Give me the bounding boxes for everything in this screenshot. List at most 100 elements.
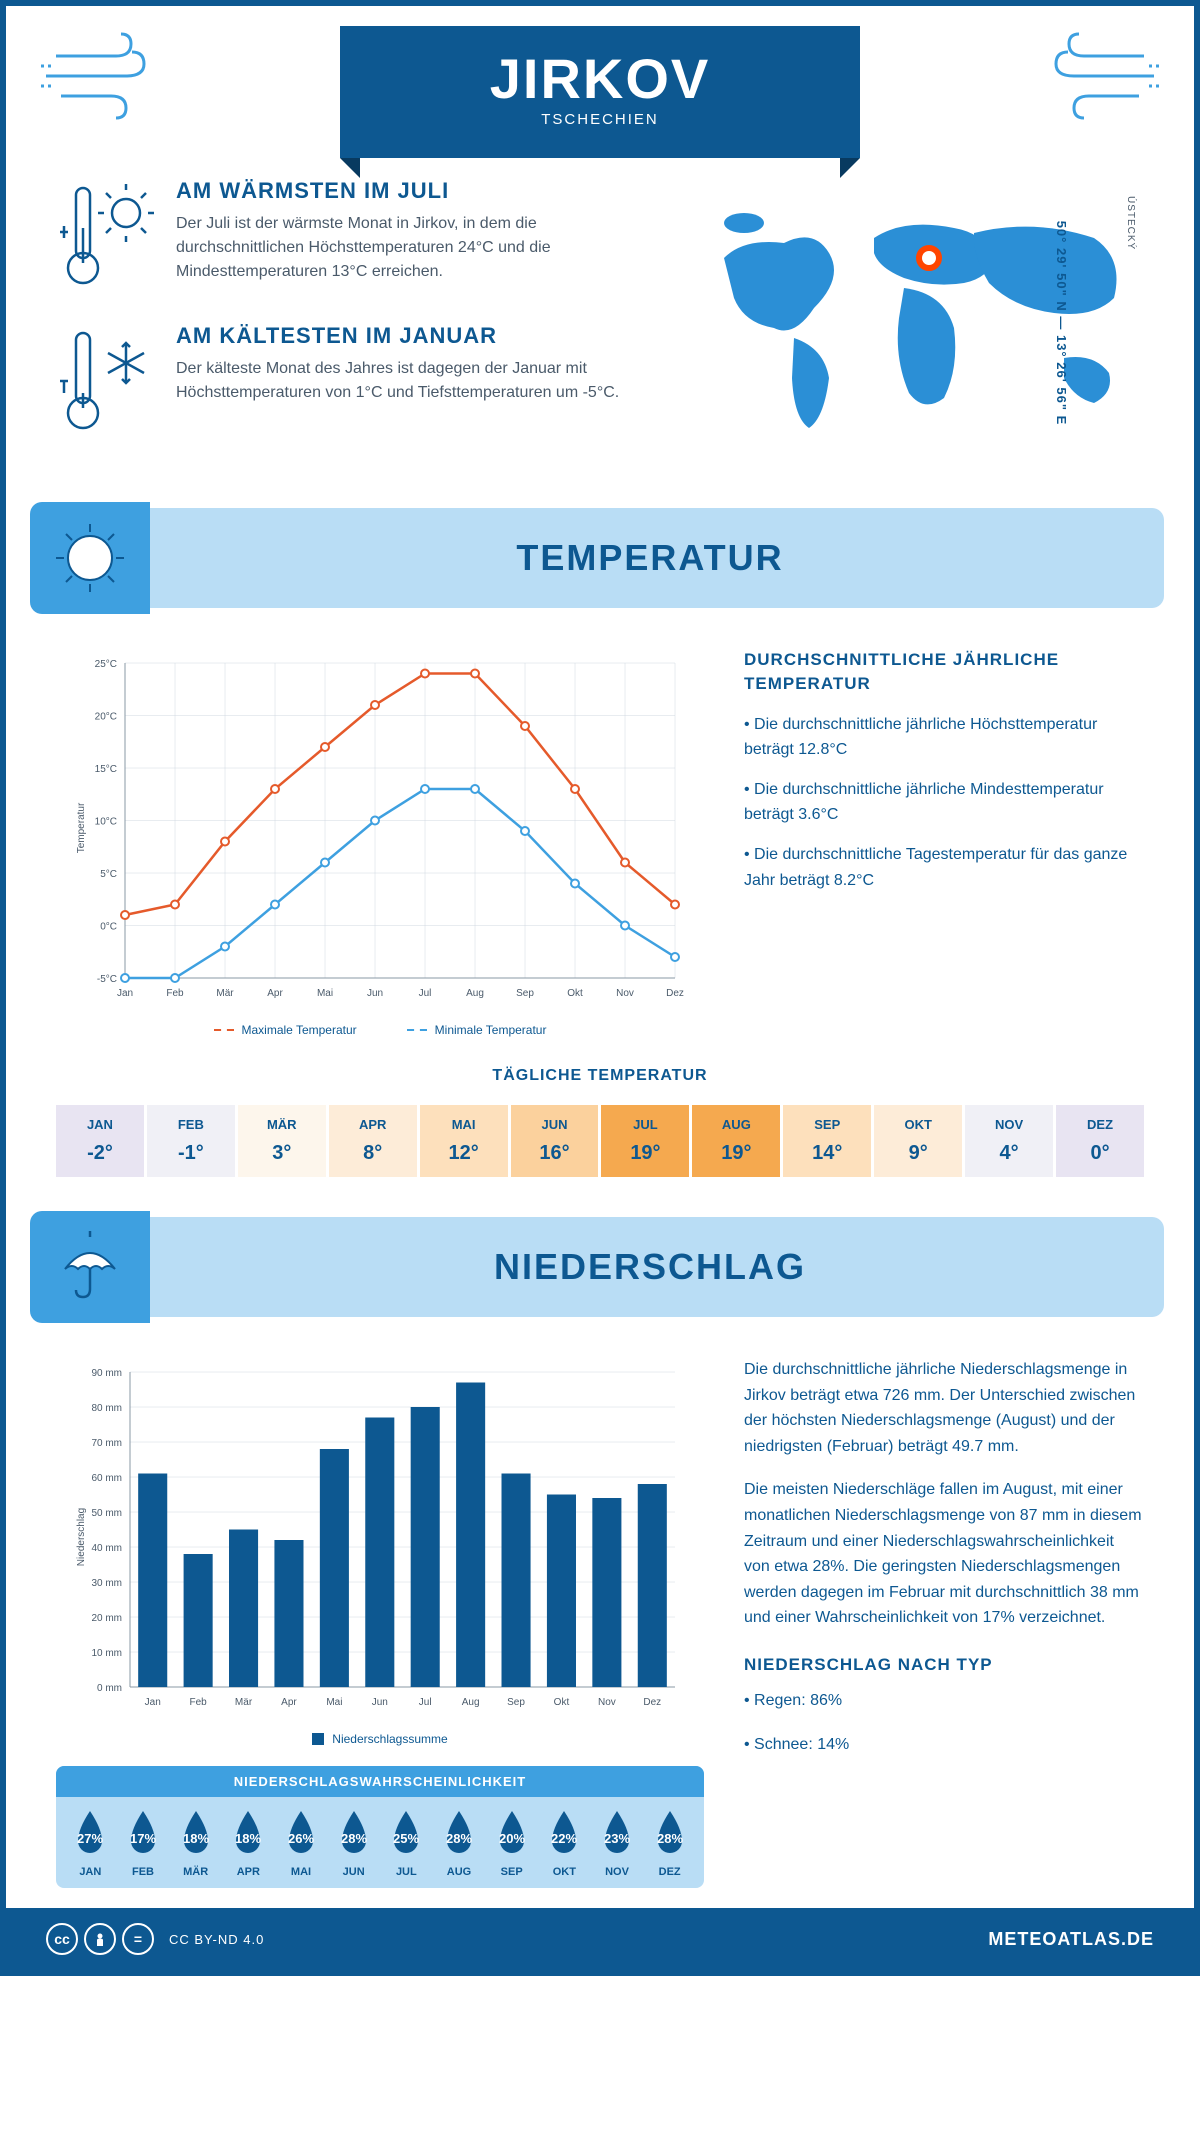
- thermometer-snow-icon: [56, 323, 156, 443]
- svg-text:Okt: Okt: [554, 1697, 570, 1708]
- header-title: JIRKOV TSCHECHIEN: [340, 26, 860, 158]
- temp-cell: JUL19°: [601, 1105, 689, 1177]
- daily-temperature: TÄGLICHE TEMPERATUR JAN-2°FEB-1°MÄR3°APR…: [6, 1067, 1194, 1207]
- location-marker: [919, 248, 939, 268]
- temp-cell: JAN-2°: [56, 1105, 144, 1177]
- warmest-title: AM WÄRMSTEN IM JULI: [176, 178, 654, 204]
- warmest-block: AM WÄRMSTEN IM JULI Der Juli ist der wär…: [56, 178, 654, 298]
- coldest-title: AM KÄLTESTEN IM JANUAR: [176, 323, 654, 349]
- svg-text:Mär: Mär: [235, 1697, 253, 1708]
- svg-text:Jun: Jun: [367, 988, 383, 999]
- license-text: CC BY-ND 4.0: [169, 1932, 264, 1947]
- precipitation-legend: Niederschlagssumme: [56, 1732, 704, 1746]
- precipitation-content: 0 mm10 mm20 mm30 mm40 mm50 mm60 mm70 mm8…: [6, 1327, 1194, 1908]
- intro-section: AM WÄRMSTEN IM JULI Der Juli ist der wär…: [6, 158, 1194, 498]
- svg-text:28%: 28%: [446, 1831, 472, 1846]
- svg-text:Mär: Mär: [216, 988, 234, 999]
- precip-type1: • Regen: 86%: [744, 1688, 1144, 1714]
- world-map: [694, 178, 1144, 458]
- temp-stats-p2: • Die durchschnittliche jährliche Mindes…: [744, 777, 1144, 828]
- temp-cell: APR8°: [329, 1105, 417, 1177]
- temp-cell: NOV4°: [965, 1105, 1053, 1177]
- cc-icon: cc: [46, 1923, 78, 1955]
- svg-text:40 mm: 40 mm: [91, 1543, 122, 1554]
- svg-text:Niederschlag: Niederschlag: [76, 1508, 87, 1566]
- precipitation-banner: NIEDERSCHLAG: [36, 1217, 1164, 1317]
- svg-text:10 mm: 10 mm: [91, 1648, 122, 1659]
- svg-text:Aug: Aug: [462, 1697, 480, 1708]
- svg-text:Dez: Dez: [643, 1697, 661, 1708]
- svg-text:20 mm: 20 mm: [91, 1613, 122, 1624]
- precip-legend: Niederschlagssumme: [332, 1732, 447, 1746]
- precip-p2: Die meisten Niederschläge fallen im Augu…: [744, 1477, 1144, 1631]
- warmest-desc: Der Juli ist der wärmste Monat in Jirkov…: [176, 212, 654, 284]
- svg-text:Feb: Feb: [190, 1697, 208, 1708]
- probability-cell: 22%OKT: [538, 1809, 591, 1878]
- svg-text:Nov: Nov: [598, 1697, 616, 1708]
- svg-text:17%: 17%: [130, 1831, 156, 1846]
- probability-cell: 23%NOV: [591, 1809, 644, 1878]
- svg-text:Sep: Sep: [516, 988, 534, 999]
- svg-text:10°C: 10°C: [95, 817, 117, 828]
- svg-text:Jun: Jun: [372, 1697, 388, 1708]
- svg-text:15°C: 15°C: [95, 764, 117, 775]
- temp-stats-p3: • Die durchschnittliche Tagestemperatur …: [744, 842, 1144, 893]
- svg-text:Nov: Nov: [616, 988, 634, 999]
- temp-cell: AUG19°: [692, 1105, 780, 1177]
- temp-cell: MAI12°: [420, 1105, 508, 1177]
- country-name: TSCHECHIEN: [400, 111, 800, 128]
- daily-temp-title: TÄGLICHE TEMPERATUR: [56, 1067, 1144, 1085]
- svg-text:Apr: Apr: [267, 988, 283, 999]
- svg-text:60 mm: 60 mm: [91, 1473, 122, 1484]
- world-map-panel: 50° 29' 50" N — 13° 26' 56" E ÚSTECKÝ: [694, 178, 1144, 468]
- coordinates: 50° 29' 50" N — 13° 26' 56" E: [1054, 221, 1069, 426]
- svg-text:80 mm: 80 mm: [91, 1403, 122, 1414]
- probability-cell: 28%DEZ: [643, 1809, 696, 1878]
- svg-text:28%: 28%: [657, 1831, 683, 1846]
- footer-brand: METEOATLAS.DE: [988, 1929, 1154, 1950]
- svg-text:30 mm: 30 mm: [91, 1578, 122, 1589]
- coldest-block: AM KÄLTESTEN IM JANUAR Der kälteste Mona…: [56, 323, 654, 443]
- svg-text:Mai: Mai: [317, 988, 333, 999]
- precip-type-title: NIEDERSCHLAG NACH TYP: [744, 1651, 1144, 1678]
- daily-temp-table: JAN-2°FEB-1°MÄR3°APR8°MAI12°JUN16°JUL19°…: [56, 1105, 1144, 1177]
- svg-text:Apr: Apr: [281, 1697, 297, 1708]
- svg-text:Jul: Jul: [419, 988, 432, 999]
- svg-text:0 mm: 0 mm: [97, 1683, 122, 1694]
- temp-stats-title: DURCHSCHNITTLICHE JÄHRLICHE TEMPERATUR: [744, 648, 1144, 696]
- precipitation-chart: 0 mm10 mm20 mm30 mm40 mm50 mm60 mm70 mm8…: [56, 1357, 704, 1888]
- sun-icon: [30, 502, 150, 614]
- svg-text:Aug: Aug: [466, 988, 484, 999]
- svg-text:Okt: Okt: [567, 988, 583, 999]
- svg-text:5°C: 5°C: [100, 869, 117, 880]
- svg-text:Jan: Jan: [117, 988, 133, 999]
- svg-text:Feb: Feb: [166, 988, 184, 999]
- precip-p1: Die durchschnittliche jährliche Niedersc…: [744, 1357, 1144, 1459]
- probability-row: 27%JAN17%FEB18%MÄR18%APR26%MAI28%JUN25%J…: [56, 1797, 704, 1878]
- svg-text:25%: 25%: [393, 1831, 419, 1846]
- nd-icon: =: [122, 1923, 154, 1955]
- probability-cell: 28%JUN: [327, 1809, 380, 1878]
- svg-text:18%: 18%: [235, 1831, 261, 1846]
- temperature-content: -5°C0°C5°C10°C15°C20°C25°CJanFebMärAprMa…: [6, 618, 1194, 1067]
- coldest-desc: Der kälteste Monat des Jahres ist dagege…: [176, 357, 654, 405]
- temp-cell: DEZ0°: [1056, 1105, 1144, 1177]
- probability-cell: 28%AUG: [433, 1809, 486, 1878]
- probability-cell: 27%JAN: [64, 1809, 117, 1878]
- temp-cell: OKT9°: [874, 1105, 962, 1177]
- header: JIRKOV TSCHECHIEN: [6, 6, 1194, 158]
- svg-text:18%: 18%: [183, 1831, 209, 1846]
- temp-cell: SEP14°: [783, 1105, 871, 1177]
- probability-cell: 26%MAI: [275, 1809, 328, 1878]
- probability-panel: NIEDERSCHLAGSWAHRSCHEINLICHKEIT 27%JAN17…: [56, 1766, 704, 1888]
- svg-text:25°C: 25°C: [95, 659, 117, 670]
- probability-cell: 25%JUL: [380, 1809, 433, 1878]
- warmest-text: AM WÄRMSTEN IM JULI Der Juli ist der wär…: [176, 178, 654, 298]
- svg-text:28%: 28%: [341, 1831, 367, 1846]
- temp-cell: MÄR3°: [238, 1105, 326, 1177]
- footer: cc = CC BY-ND 4.0 METEOATLAS.DE: [6, 1908, 1194, 1970]
- probability-cell: 17%FEB: [117, 1809, 170, 1878]
- temperature-stats: DURCHSCHNITTLICHE JÄHRLICHE TEMPERATUR •…: [744, 648, 1144, 1037]
- wind-icon-right: [1024, 26, 1164, 126]
- probability-cell: 18%MÄR: [169, 1809, 222, 1878]
